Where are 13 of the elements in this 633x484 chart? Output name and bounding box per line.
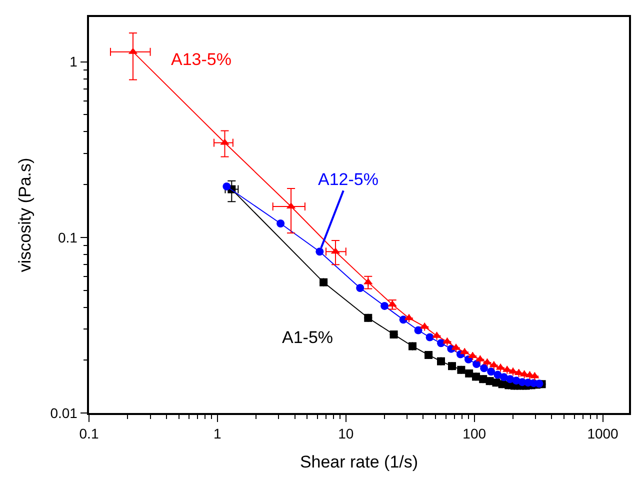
y-tick-label: 1	[70, 54, 78, 70]
x-tick-label: 1	[214, 426, 222, 442]
x-tick-label: 0.1	[79, 426, 99, 442]
x-axis-title: Shear rate (1/s)	[300, 452, 418, 472]
y-axis-title: viscosity (Pa.s)	[15, 158, 34, 272]
text: A12-5%	[318, 170, 378, 189]
x-tick-label: 100	[462, 426, 486, 442]
x-tick-label: 10	[338, 426, 354, 442]
series-label: A13-5%	[171, 50, 232, 69]
series-label: A1-5%	[282, 328, 334, 347]
x-tick-label: 1000	[587, 426, 619, 442]
y-tick-label: 0.01	[50, 404, 78, 421]
y-tick-label: 0.1	[58, 229, 78, 246]
